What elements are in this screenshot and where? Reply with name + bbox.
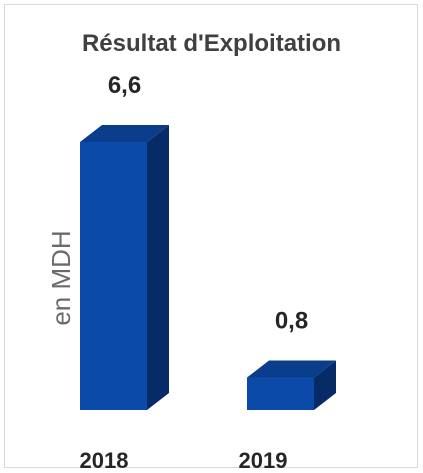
data-label-2018: 6,6 <box>108 72 141 99</box>
x-tick-label-2018: 2018 <box>80 448 129 473</box>
bar-front-2018 <box>80 142 147 410</box>
data-label-2019: 0,8 <box>275 308 308 335</box>
chart-frame <box>4 4 418 468</box>
bar-top-2018 <box>80 125 169 142</box>
bar-side-2019 <box>314 360 336 410</box>
bar-2018 <box>80 125 169 410</box>
bar-2019 <box>247 360 336 410</box>
bar-front-2019 <box>247 377 314 410</box>
chart-title: Résultat d'Exploitation <box>81 30 342 57</box>
bar-side-2018 <box>147 125 169 410</box>
bar-top-2019 <box>247 360 336 378</box>
y-axis-label: en MDH <box>46 230 76 325</box>
x-tick-label-2019: 2019 <box>239 448 288 473</box>
